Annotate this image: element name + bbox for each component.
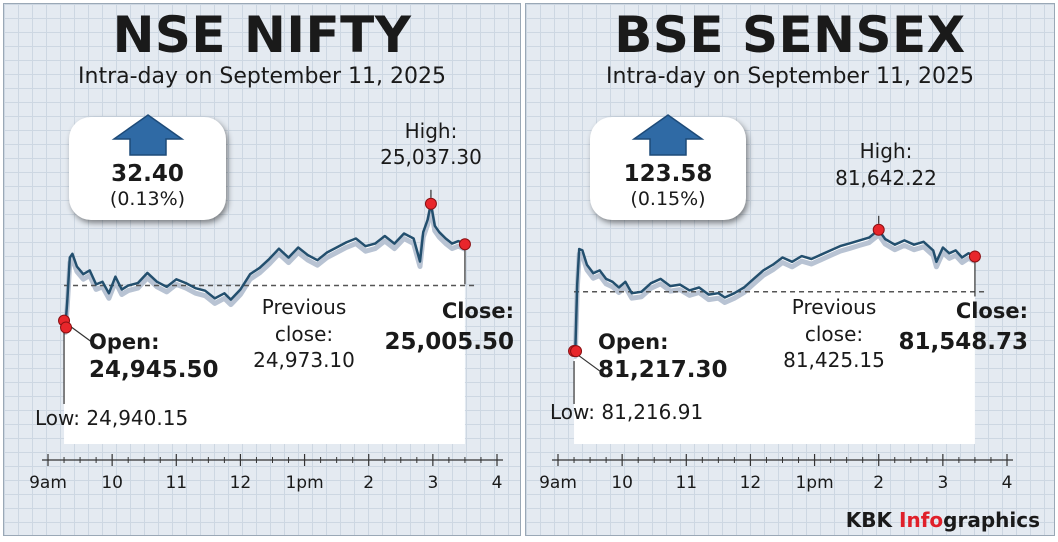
open-label: Open: xyxy=(598,330,669,354)
previous-close-value: 81,425.15 xyxy=(783,348,885,372)
up-arrow-icon xyxy=(111,114,184,156)
series-line xyxy=(573,228,976,353)
open-label: Open: xyxy=(89,330,160,354)
credit-brand: KBK xyxy=(845,508,893,532)
chart-title: BSE SENSEX xyxy=(614,6,966,64)
close-label: Close: xyxy=(441,299,514,323)
series-line xyxy=(62,202,466,329)
close-value: 25,005.50 xyxy=(384,329,515,355)
nifty-chart: 9am 10 11 12 1pm 2 3 4 xyxy=(29,189,503,493)
low-label: Low: 24,940.15 xyxy=(35,406,189,430)
change-box: 32.40 (0.13%) xyxy=(69,114,226,220)
low-marker xyxy=(60,321,73,334)
open-leader-line xyxy=(67,324,99,348)
previous-close-label-1: Previous xyxy=(261,295,347,319)
x-tick-label: 12 xyxy=(740,473,762,493)
x-tick-label: 2 xyxy=(873,473,884,493)
open-leader-line xyxy=(577,354,609,378)
previous-close-label-1: Previous xyxy=(791,295,877,319)
high-marker xyxy=(424,197,437,210)
high-label: High: xyxy=(859,139,913,163)
previous-close-label-2: close: xyxy=(274,322,334,346)
high-value: 81,642.22 xyxy=(835,166,937,190)
chart-subtitle: Intra-day on September 11, 2025 xyxy=(78,64,446,89)
change-value: 123.58 xyxy=(623,161,713,187)
high-value: 25,037.30 xyxy=(380,145,482,169)
close-marker xyxy=(458,238,471,251)
change-percent: (0.15%) xyxy=(630,188,706,210)
x-tick-label: 1pm xyxy=(795,473,833,493)
credit-accent: Info xyxy=(899,508,944,532)
chart-subtitle: Intra-day on September 11, 2025 xyxy=(606,64,974,89)
x-tick-label: 3 xyxy=(937,473,948,493)
high-marker xyxy=(872,223,885,236)
open-value: 24,945.50 xyxy=(89,357,219,383)
x-tick-label: 10 xyxy=(101,473,123,493)
nifty-panel: NSE NIFTY Intra-day on September 11, 202… xyxy=(3,3,521,536)
x-tick-label: 10 xyxy=(611,473,633,493)
series-shadow xyxy=(572,232,977,359)
x-tick-label: 4 xyxy=(1002,473,1013,493)
x-tick-label: 12 xyxy=(230,473,252,493)
previous-close-label-2: close: xyxy=(804,322,864,346)
chart-title: NSE NIFTY xyxy=(112,6,412,64)
up-arrow-icon xyxy=(631,114,705,156)
low-label: Low: 81,216.91 xyxy=(550,400,704,424)
previous-close-value: 24,973.10 xyxy=(253,348,355,372)
x-tick-label: 11 xyxy=(165,473,187,493)
change-value: 32.40 xyxy=(111,161,184,187)
high-label: High: xyxy=(404,119,458,143)
close-marker xyxy=(968,250,981,263)
x-tick-label: 11 xyxy=(675,473,697,493)
low-marker xyxy=(570,345,583,358)
x-tick-label: 9am xyxy=(539,473,577,493)
open-value: 81,217.30 xyxy=(598,357,728,383)
credit: KBK Infographics xyxy=(846,508,1040,532)
plot-area xyxy=(574,229,975,444)
x-tick-label: 3 xyxy=(427,473,438,493)
x-tick-label: 9am xyxy=(29,473,67,493)
credit-suffix: graphics xyxy=(943,508,1040,532)
change-percent: (0.13%) xyxy=(109,188,186,210)
change-box: 123.58 (0.15%) xyxy=(590,114,746,220)
sensex-chart: 9am 10 11 12 1pm 2 3 4 xyxy=(539,215,1013,493)
close-value: 81,548.73 xyxy=(898,329,1029,355)
plot-area xyxy=(64,203,465,444)
x-tick-label: 4 xyxy=(492,473,503,493)
sensex-panel: BSE SENSEX Intra-day on September 11, 20… xyxy=(525,3,1055,536)
close-label: Close: xyxy=(955,299,1028,323)
x-tick-label: 2 xyxy=(363,473,374,493)
x-tick-label: 1pm xyxy=(285,473,323,493)
